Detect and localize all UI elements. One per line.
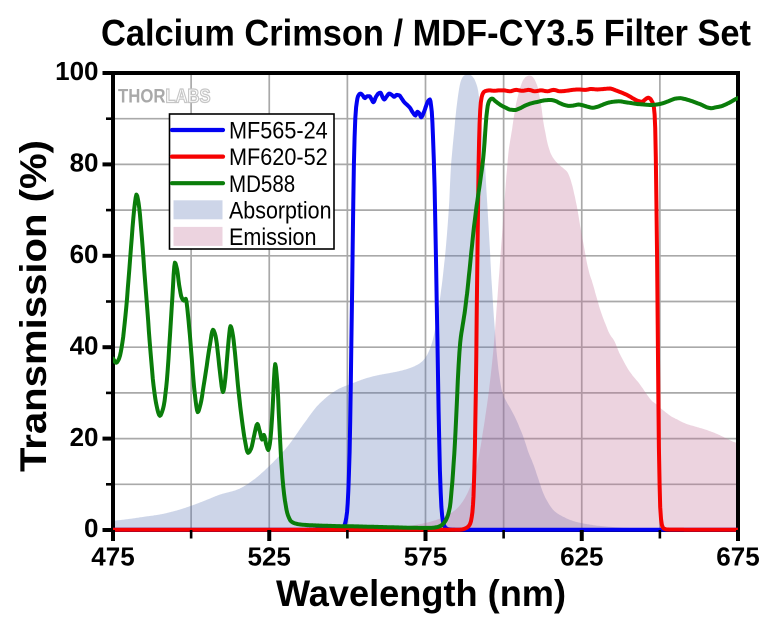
svg-text:100: 100: [55, 56, 98, 86]
svg-text:525: 525: [248, 542, 291, 572]
svg-text:625: 625: [560, 542, 603, 572]
svg-text:40: 40: [70, 330, 99, 360]
svg-text:MD588: MD588: [229, 171, 295, 198]
svg-text:MF620-52: MF620-52: [229, 144, 328, 171]
svg-text:0: 0: [84, 513, 98, 543]
svg-text:THOR: THOR: [118, 86, 166, 108]
svg-text:Wavelength (nm): Wavelength (nm): [276, 573, 566, 614]
svg-text:Absorption: Absorption: [229, 197, 332, 224]
svg-text:80: 80: [70, 148, 99, 178]
svg-text:60: 60: [70, 239, 99, 269]
svg-text:575: 575: [404, 542, 447, 572]
svg-text:20: 20: [70, 422, 99, 452]
svg-text:675: 675: [716, 542, 759, 572]
svg-text:Transmission (%): Transmission (%): [13, 140, 54, 472]
svg-text:Calcium Crimson / MDF-CY3.5 Fi: Calcium Crimson / MDF-CY3.5 Filter Set: [101, 13, 751, 54]
svg-text:475: 475: [91, 542, 134, 572]
svg-text:Emission: Emission: [229, 224, 317, 251]
svg-text:MF565-24: MF565-24: [229, 118, 328, 145]
svg-text:LABS: LABS: [166, 86, 211, 108]
